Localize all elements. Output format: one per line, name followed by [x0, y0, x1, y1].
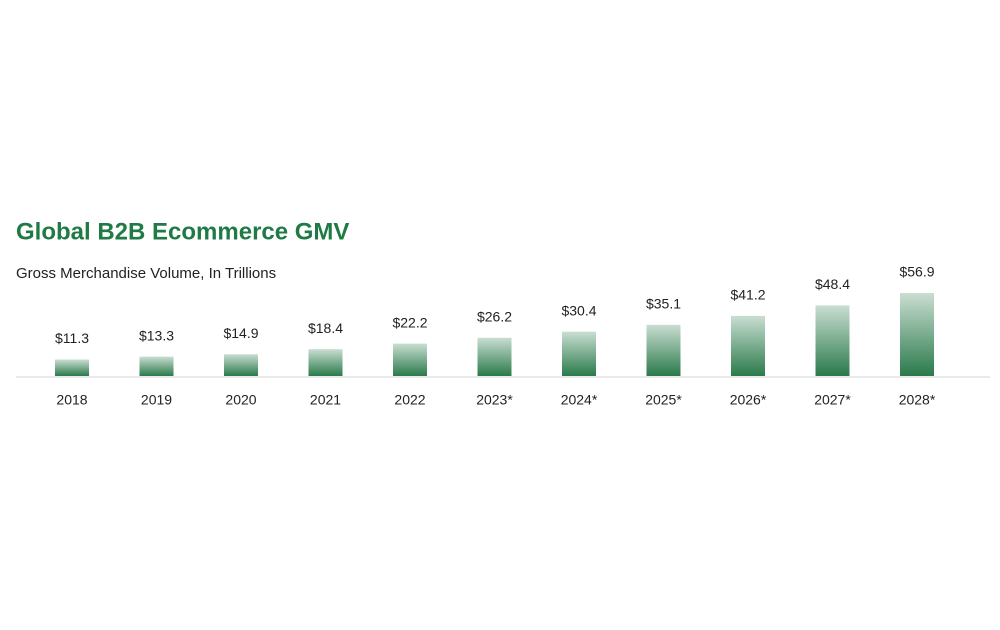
x-tick-label: 2020: [225, 392, 256, 408]
x-tick-label: 2018: [56, 392, 87, 408]
bar: [562, 331, 596, 376]
value-label: $56.9: [899, 264, 934, 280]
x-tick-label: 2024*: [561, 392, 598, 408]
x-tick-label: 2026*: [730, 392, 767, 408]
bar: [139, 356, 174, 376]
value-label: $26.2: [477, 308, 512, 324]
x-tick-label: 2028*: [899, 392, 936, 408]
bar: [900, 293, 934, 376]
value-label: $48.4: [815, 276, 850, 292]
bar: [815, 305, 850, 376]
x-tick-label: 2021: [310, 392, 341, 408]
bar: [393, 343, 427, 376]
value-label: $41.2: [730, 287, 765, 303]
value-label: $35.1: [646, 296, 681, 312]
chart-subtitle: Gross Merchandise Volume, In Trillions: [16, 265, 276, 282]
x-tick-label: 2027*: [814, 392, 851, 408]
value-label: $13.3: [139, 327, 174, 343]
x-tick-label: 2025*: [645, 392, 682, 408]
bar: [731, 315, 765, 376]
x-tick-label: 2023*: [476, 392, 513, 408]
chart-title: Global B2B Ecommerce GMV: [16, 218, 349, 245]
bar: [55, 359, 89, 376]
bar: [224, 354, 258, 376]
x-tick-label: 2022: [394, 392, 425, 408]
value-label: $11.3: [55, 330, 89, 346]
x-tick-label: 2019: [141, 392, 172, 408]
value-label: $18.4: [308, 320, 343, 336]
value-label: $22.2: [392, 314, 427, 330]
bar: [477, 337, 512, 376]
bar: [646, 324, 681, 376]
bar: [308, 349, 343, 376]
value-label: $14.9: [223, 325, 258, 341]
value-label: $30.4: [561, 302, 596, 318]
